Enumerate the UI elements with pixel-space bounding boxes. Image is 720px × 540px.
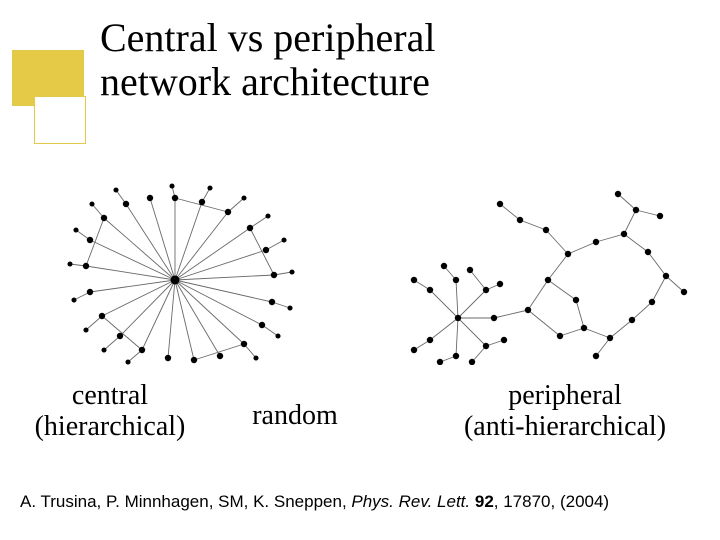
- citation-volume: 92: [475, 492, 494, 511]
- label-central: central (hierarchical): [10, 380, 210, 443]
- citation-rest: , 17870, (2004): [494, 492, 609, 511]
- citation-journal: Phys. Rev. Lett.: [351, 492, 474, 511]
- citation: A. Trusina, P. Minnhagen, SM, K. Sneppen…: [20, 492, 609, 512]
- label-peripheral-line1: peripheral: [508, 380, 622, 411]
- title-line2: network architecture: [100, 59, 430, 104]
- decor-box-outline: [34, 96, 86, 144]
- label-central-line2: (hierarchical): [35, 411, 186, 442]
- label-central-line1: central: [72, 380, 148, 411]
- central-network-diagram: [40, 180, 310, 365]
- label-peripheral: peripheral (anti-hierarchical): [420, 380, 710, 443]
- citation-authors: A. Trusina, P. Minnhagen, SM, K. Sneppen…: [20, 492, 351, 511]
- slide-title: Central vs peripheral network architectu…: [100, 16, 435, 104]
- title-line1: Central vs peripheral: [100, 15, 435, 60]
- peripheral-network-diagram: [400, 180, 700, 365]
- label-random: random: [230, 400, 360, 431]
- label-peripheral-line2: (anti-hierarchical): [464, 411, 666, 442]
